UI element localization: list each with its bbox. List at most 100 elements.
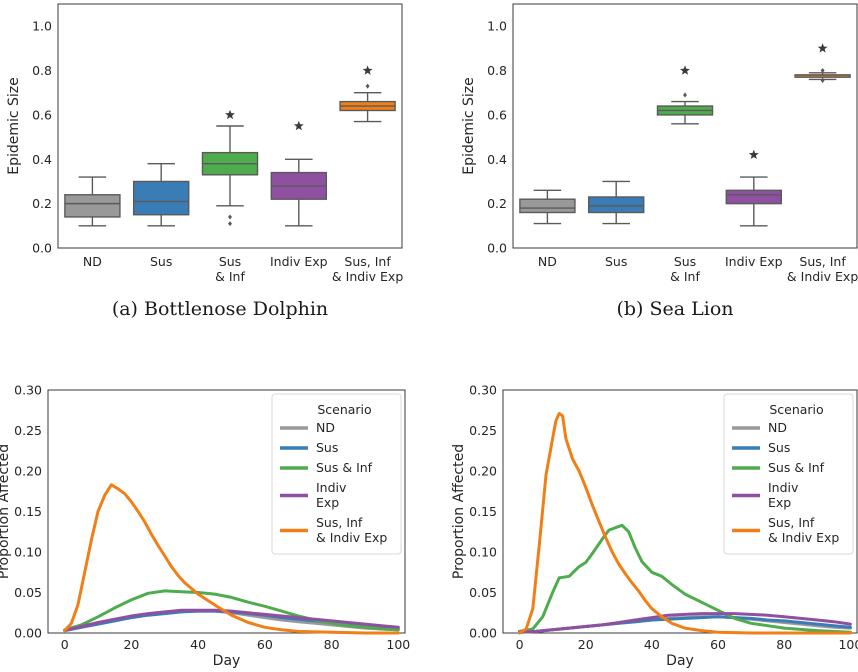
box-3 [656, 65, 714, 125]
x-tick-label: Sus, Inf & Indiv Exp [332, 254, 403, 284]
y-tick-label: 0.10 [14, 545, 42, 560]
x-tick-label: Sus & Inf [215, 254, 245, 284]
y-axis-label: Epidemic Size [6, 77, 22, 175]
chart-panel-4: 0.00 0.05 0.10 0.15 0.20 0.25 0.30 Proportion A… [451, 383, 858, 670]
series-line-5 [63, 483, 400, 635]
y-axis-label: Proportion Affected [0, 444, 12, 579]
x-tick-label: 80 [324, 637, 340, 652]
significance-star [362, 65, 373, 75]
y-tick-label: 0.00 [469, 626, 497, 641]
x-tick-label: 60 [257, 637, 273, 652]
legend-label: Sus [316, 440, 338, 455]
significance-star [748, 149, 759, 160]
legend-label: Indiv Exp [316, 480, 347, 510]
box-body [519, 198, 576, 214]
x-tick-label: Indiv Exp [725, 254, 783, 269]
box-body [132, 180, 190, 216]
y-tick-label: 0.2 [487, 196, 507, 211]
x-axis-label: Day [213, 653, 241, 668]
legend-title: Scenario [317, 402, 371, 417]
box-body [725, 189, 783, 205]
y-tick-label: 0.15 [14, 504, 42, 519]
panel-caption: (b) Sea Lion [616, 298, 733, 320]
box-body [587, 196, 645, 214]
y-tick-label: 0.20 [14, 464, 42, 479]
y-tick-label: 0.05 [469, 585, 497, 600]
x-axis-label: Day [666, 653, 694, 668]
y-tick-label: 0.6 [487, 107, 507, 122]
series-line-5 [518, 412, 852, 635]
box-1 [519, 189, 576, 225]
series-line-3 [518, 523, 852, 634]
plot-frame [47, 389, 406, 634]
series-line-3 [63, 589, 400, 632]
box-4 [725, 149, 783, 227]
legend-label: Sus & Inf [316, 460, 373, 475]
y-tick-label: 0.0 [487, 241, 507, 256]
y-tick-label: 0.25 [469, 423, 497, 438]
significance-star [817, 43, 828, 53]
plot-frame [502, 389, 858, 634]
y-axis-label: Epidemic Size [461, 77, 477, 175]
box-body [64, 194, 121, 218]
y-tick-label: 1.0 [32, 19, 52, 34]
x-tick-label: 100 [838, 637, 858, 652]
box-4 [270, 120, 328, 227]
x-tick-label: 40 [190, 637, 206, 652]
x-tick-label: ND [83, 254, 102, 269]
legend: Scenario ND Sus Sus & Inf Indiv Exp Sus, Inf & … [723, 393, 854, 555]
x-tick-label: 80 [776, 637, 792, 652]
outlier-point [820, 78, 825, 84]
legend-label: Indiv Exp [768, 480, 799, 510]
y-tick-label: 0.30 [469, 383, 497, 398]
y-tick-label: 0.0 [32, 241, 52, 256]
legend-label: ND [768, 420, 787, 435]
y-tick-label: 0.20 [469, 464, 497, 479]
legend-box [723, 393, 854, 555]
panel-caption: (a) Bottlenose Dolphin [112, 298, 328, 320]
box-1 [64, 176, 121, 227]
y-tick-label: 0.4 [32, 152, 52, 167]
y-tick-label: 0.2 [32, 196, 52, 211]
chart-panel-2: 0.0 0.2 0.4 0.6 0.8 1.0 Epidemic Size ND Sus Sus &… [461, 3, 858, 284]
series-line-4 [63, 608, 400, 633]
x-tick-label: Sus [605, 254, 627, 269]
outlier-point [820, 68, 825, 74]
box-5 [794, 43, 851, 84]
y-tick-label: 1.0 [487, 19, 507, 34]
x-tick-label: 0 [516, 637, 524, 652]
chart-panel-3: 0.00 0.05 0.10 0.15 0.20 0.25 0.30 Proportion A… [0, 383, 410, 670]
x-tick-label: ND [538, 254, 557, 269]
chart-panel-1: 0.0 0.2 0.4 0.6 0.8 1.0 Epidemic Size ND Sus Sus &… [6, 3, 403, 284]
x-tick-label: 20 [123, 637, 139, 652]
significance-star [293, 120, 304, 131]
x-tick-label: 40 [644, 637, 660, 652]
x-tick-label: Sus & Inf [670, 254, 700, 284]
significance-star [225, 109, 235, 120]
y-tick-label: 0.8 [487, 63, 507, 78]
x-tick-label: Sus, Inf & Indiv Exp [787, 254, 858, 284]
legend-title: Scenario [769, 402, 823, 417]
outlier-point [683, 92, 687, 98]
legend-label: Sus, Inf & Indiv Exp [768, 515, 839, 545]
y-tick-label: 0.15 [469, 504, 497, 519]
box-2 [132, 163, 190, 227]
x-tick-label: Indiv Exp [270, 254, 328, 269]
y-tick-label: 0.30 [14, 383, 42, 398]
outlier-point [228, 221, 232, 227]
outlier-point [365, 83, 370, 89]
x-tick-label: 20 [578, 637, 594, 652]
x-tick-label: 100 [386, 637, 410, 652]
legend-label: Sus [768, 440, 790, 455]
x-tick-label: Sus [150, 254, 172, 269]
plot-frame [57, 3, 403, 249]
y-tick-label: 0.00 [14, 626, 42, 641]
y-axis-label: Proportion Affected [451, 444, 467, 579]
legend-label: Sus & Inf [768, 460, 825, 475]
box-2 [587, 180, 645, 225]
plot-frame [512, 3, 858, 249]
x-tick-label: 60 [710, 637, 726, 652]
y-tick-label: 0.05 [14, 585, 42, 600]
y-tick-label: 0.10 [469, 545, 497, 560]
